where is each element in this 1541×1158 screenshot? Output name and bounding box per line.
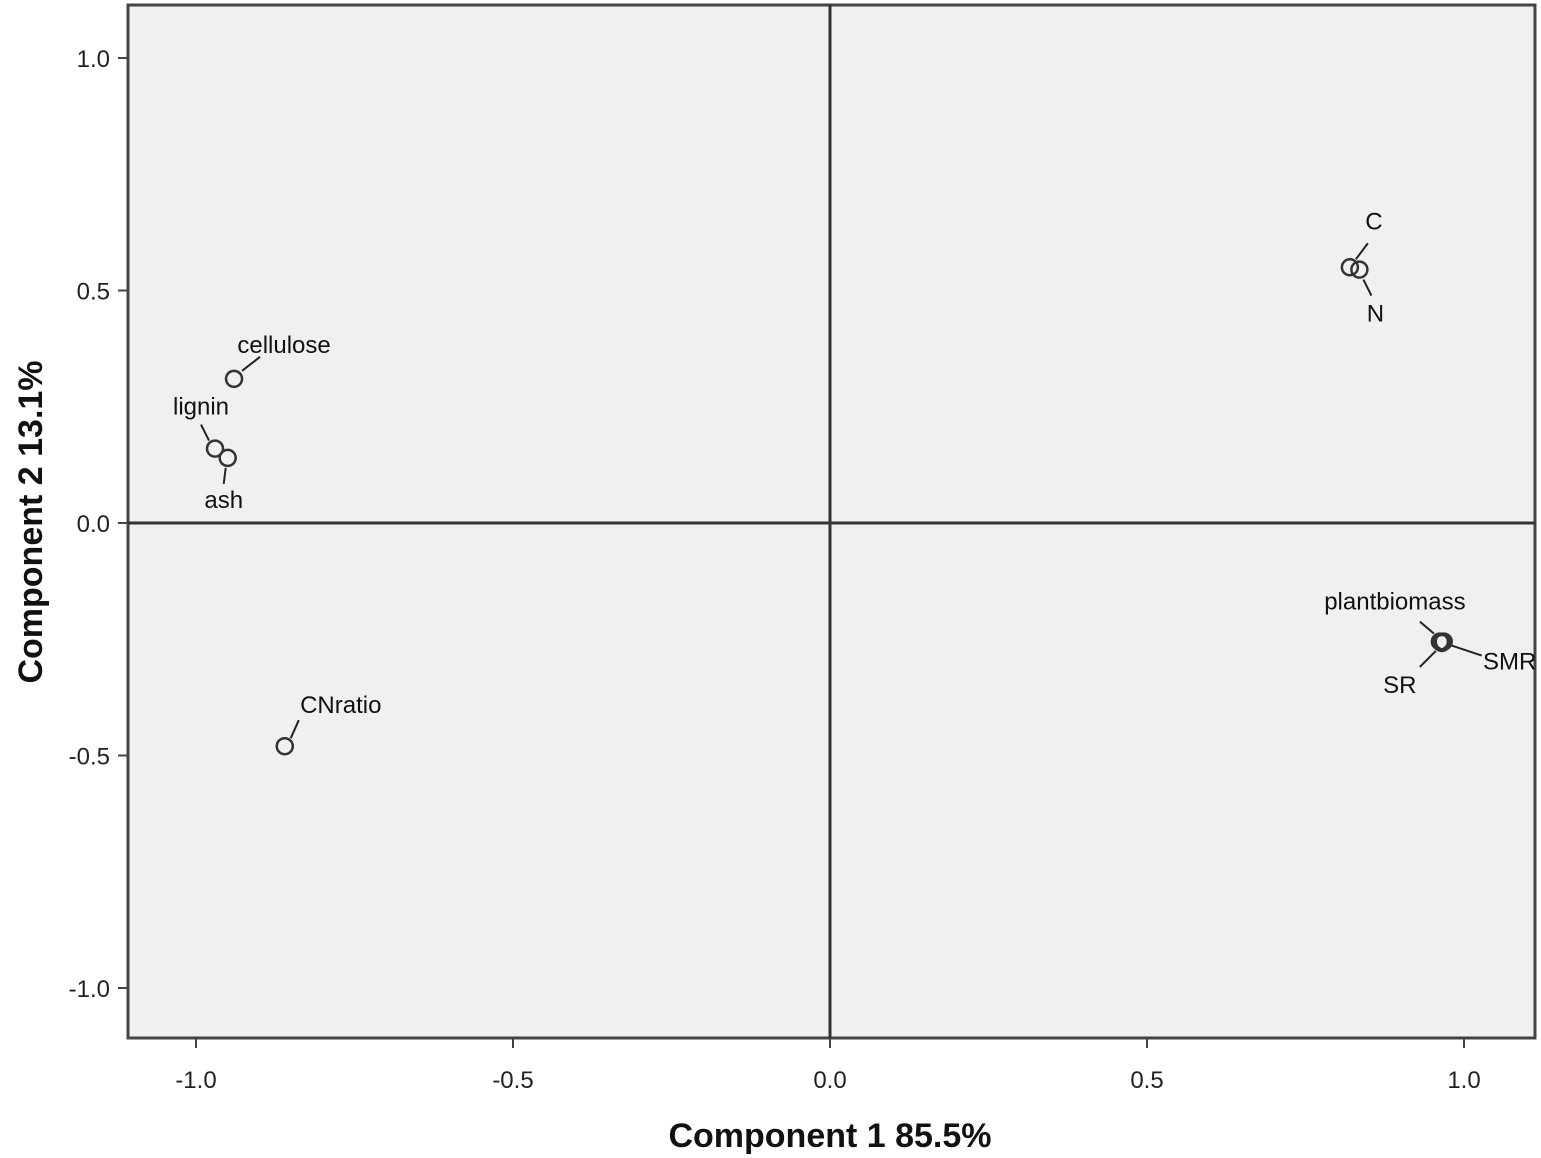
- leader-line: [241, 356, 261, 372]
- point-label: ash: [204, 487, 243, 514]
- data-point: [218, 448, 237, 468]
- leader-line: [1362, 279, 1373, 297]
- x-tick-label: -1.0: [175, 1067, 216, 1094]
- point-label: plantbiomass: [1324, 589, 1465, 616]
- data-point: [205, 439, 225, 458]
- data-point: [1350, 260, 1369, 279]
- x-tick-label: -0.5: [492, 1067, 533, 1094]
- data-point: [224, 369, 244, 389]
- x-tick-label: 1.0: [1447, 1067, 1480, 1094]
- leader-line: [1419, 650, 1437, 668]
- y-tick-label: -0.5: [69, 744, 110, 771]
- leader-line: [1451, 644, 1483, 657]
- y-axis-title: Component 2 13.1%: [12, 360, 50, 683]
- leader-line: [1419, 620, 1435, 635]
- point-label: SMR: [1483, 649, 1536, 676]
- data-point: [275, 736, 295, 756]
- leader-line: [200, 424, 210, 442]
- y-tick-label: 0.0: [77, 511, 110, 538]
- x-axis-title: Component 1 85.5%: [668, 1117, 991, 1155]
- x-tick-label: 0.0: [813, 1067, 846, 1094]
- point-label: N: [1367, 301, 1384, 328]
- x-tick-label: 0.5: [1130, 1067, 1163, 1094]
- data-point: [1340, 258, 1360, 277]
- point-label: cellulose: [237, 332, 330, 359]
- point-label: SR: [1383, 672, 1416, 699]
- leader-line: [289, 719, 300, 739]
- point-label: C: [1365, 208, 1382, 235]
- y-tick-label: -1.0: [69, 976, 110, 1003]
- point-label: lignin: [173, 394, 229, 421]
- y-tick-label: 0.5: [77, 279, 110, 306]
- leader-line: [1355, 242, 1369, 260]
- point-label: CNratio: [300, 692, 381, 719]
- leader-line: [222, 467, 227, 485]
- data-point: [1432, 633, 1452, 653]
- y-tick-label: 1.0: [77, 46, 110, 73]
